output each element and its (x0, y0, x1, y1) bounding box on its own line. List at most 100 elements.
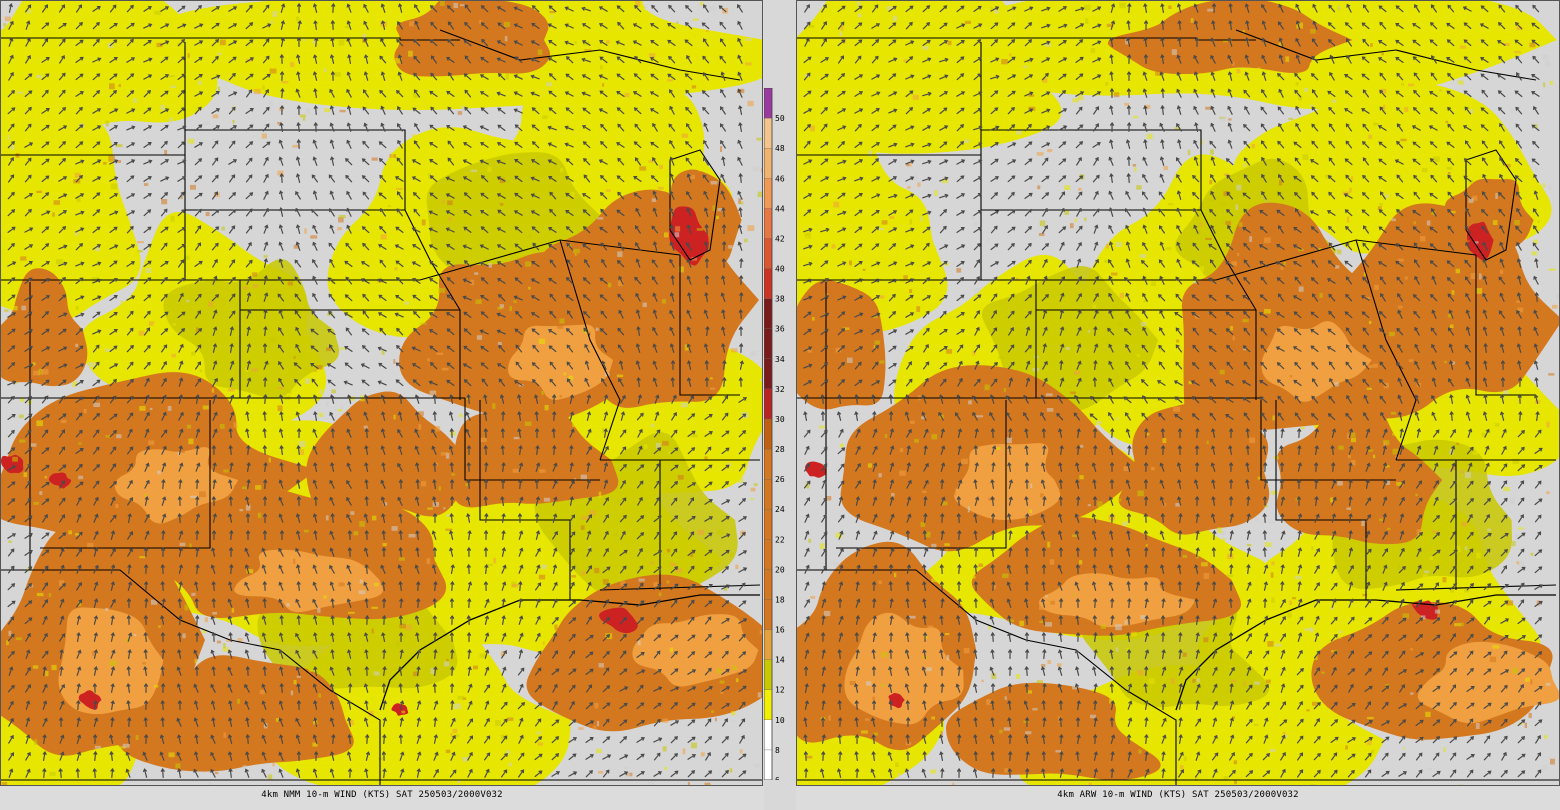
colorbar-tick-label: 12 (775, 686, 785, 695)
wind-arrow (1361, 22, 1370, 30)
wind-arrow (296, 104, 301, 115)
wind-arrow (1108, 377, 1114, 387)
wind-arrow (1007, 106, 1015, 115)
wind-arrow (1313, 769, 1321, 778)
wind-arrow (905, 176, 915, 182)
wind-arrow (295, 88, 301, 98)
wind-arrow (1362, 361, 1370, 370)
wind-arrow (1416, 463, 1422, 472)
wind-arrow (535, 718, 542, 727)
wind-arrow (905, 632, 910, 642)
wind-arrow (1535, 701, 1542, 710)
wind-arrow (1125, 241, 1131, 251)
wind-arrow (144, 597, 149, 608)
wind-arrow (972, 411, 978, 421)
wind-arrow (854, 39, 863, 47)
wind-arrow (738, 122, 743, 132)
wind-arrow (93, 699, 98, 710)
wind-arrow (1415, 719, 1424, 726)
wind-arrow (855, 649, 860, 659)
wind-arrow (1024, 108, 1034, 114)
wind-arrow (1075, 225, 1083, 234)
wind-arrow (160, 140, 168, 149)
wind-arrow (8, 37, 14, 47)
wind-arrow (1058, 73, 1067, 80)
wind-arrow (513, 91, 523, 97)
wind-arrow (176, 717, 182, 727)
wind-arrow (7, 515, 16, 523)
wind-arrow (1059, 309, 1064, 319)
wind-arrow (160, 665, 165, 676)
wind-arrow (738, 633, 746, 642)
wind-arrow (1176, 174, 1182, 183)
wind-arrow (1109, 87, 1114, 98)
wind-arrow (838, 581, 844, 591)
wind-arrow (956, 717, 961, 727)
wind-arrow (566, 328, 574, 336)
wind-arrow (1193, 275, 1199, 285)
wind-arrow (177, 277, 186, 285)
wind-arrow (1450, 429, 1456, 438)
wind-arrow (854, 123, 862, 132)
wind-arrow (671, 411, 677, 421)
extreme-wind-area (599, 607, 638, 634)
wind-arrow (1178, 631, 1183, 642)
wind-arrow (737, 190, 743, 200)
wind-arrow (126, 193, 136, 199)
wind-arrow (1277, 191, 1285, 200)
wind-arrow (1330, 684, 1338, 693)
wind-arrow (178, 478, 183, 489)
wind-arrow (1245, 684, 1253, 693)
wind-arrow (1414, 275, 1420, 285)
wind-arrow (126, 38, 134, 47)
wind-arrow (278, 360, 284, 370)
wind-arrow (855, 581, 860, 591)
wind-arrow (804, 665, 809, 676)
wind-arrow (923, 682, 928, 693)
wind-arrow (737, 71, 743, 81)
wind-arrow (1024, 294, 1033, 302)
wind-arrow (1058, 175, 1067, 183)
wind-arrow (534, 770, 543, 778)
wind-arrow (534, 410, 539, 421)
wind-arrow (75, 243, 84, 251)
wind-arrow (194, 106, 202, 115)
wind-arrow (704, 702, 713, 710)
wind-arrow (263, 241, 269, 251)
wind-arrow (58, 464, 67, 472)
wind-arrow (1158, 412, 1166, 421)
wind-arrow (653, 686, 663, 692)
wind-arrow (450, 648, 455, 659)
wind-arrow (1534, 447, 1543, 454)
wind-arrow (549, 378, 557, 387)
wind-arrow (1160, 564, 1165, 574)
wind-arrow (463, 226, 472, 233)
wind-arrow (872, 632, 877, 642)
wind-arrow (565, 192, 574, 199)
wind-arrow (1500, 600, 1509, 608)
wind-arrow (669, 173, 675, 183)
wind-arrow (75, 210, 85, 216)
wind-arrow (1433, 462, 1439, 472)
wind-arrow (569, 444, 574, 455)
wind-arrow (1144, 563, 1149, 574)
wind-arrow (1517, 582, 1525, 591)
wind-arrow (7, 107, 16, 115)
wind-arrow (1042, 343, 1047, 353)
wind-arrow (1362, 276, 1370, 285)
wind-arrow (399, 717, 404, 727)
wind-arrow (1467, 462, 1473, 472)
wind-arrow (399, 768, 405, 778)
wind-arrow (1075, 23, 1085, 29)
wind-arrow (313, 121, 318, 132)
wind-arrow (1194, 122, 1199, 132)
wind-arrow (633, 141, 642, 149)
wind-arrow (364, 665, 369, 676)
wind-arrow (360, 363, 370, 369)
wind-arrow (1246, 632, 1252, 642)
wind-arrow (1416, 684, 1423, 693)
wind-arrow (363, 71, 369, 81)
strong-wind-area (306, 391, 468, 525)
wind-arrow (24, 617, 33, 625)
wind-arrow (703, 157, 709, 166)
